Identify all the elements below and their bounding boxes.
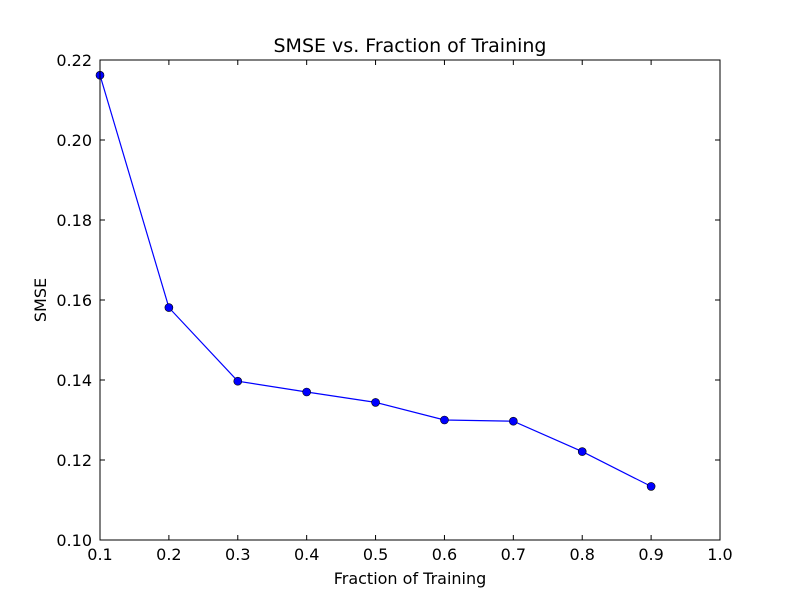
y-tick-label: 0.16 xyxy=(56,291,92,310)
data-point xyxy=(509,416,518,426)
data-point xyxy=(646,482,656,491)
y-tick-label: 0.20 xyxy=(56,131,92,150)
y-tick-label: 0.12 xyxy=(56,451,92,470)
axis-ticks: 0.1 0.2 0.3 0.4 0.5 0.6 0.7 0.8 0.9 1.0 0.10 0.12 0.… xyxy=(56,51,732,564)
x-tick-label: 0.5 xyxy=(363,545,388,564)
data-point xyxy=(233,376,243,386)
y-tick-label: 0.18 xyxy=(56,211,92,230)
y-axis-label: SMSE xyxy=(31,278,50,322)
data-point xyxy=(164,303,174,312)
x-axis-label: Fraction of Training xyxy=(334,569,487,588)
x-tick-label: 1.0 xyxy=(707,545,732,564)
y-tick-label: 0.10 xyxy=(56,531,92,550)
x-tick-label: 0.4 xyxy=(294,545,319,564)
chart-title: SMSE vs. Fraction of Training xyxy=(274,35,547,57)
x-tick-label: 0.2 xyxy=(156,545,181,564)
data-point xyxy=(302,387,311,397)
data-point xyxy=(577,447,587,456)
y-tick-label: 0.14 xyxy=(56,371,92,390)
series-layer xyxy=(95,70,656,491)
x-tick-label: 0.7 xyxy=(501,545,526,564)
plot-area-frame xyxy=(99,59,721,541)
y-tick-label: 0.22 xyxy=(56,51,92,70)
x-tick-label: 0.1 xyxy=(87,545,112,564)
x-tick-label: 0.8 xyxy=(569,545,594,564)
data-point xyxy=(371,398,380,407)
data-point xyxy=(440,415,449,425)
x-tick-label: 0.3 xyxy=(225,545,250,564)
x-tick-label: 0.6 xyxy=(432,545,457,564)
x-tick-label: 0.9 xyxy=(638,545,663,564)
